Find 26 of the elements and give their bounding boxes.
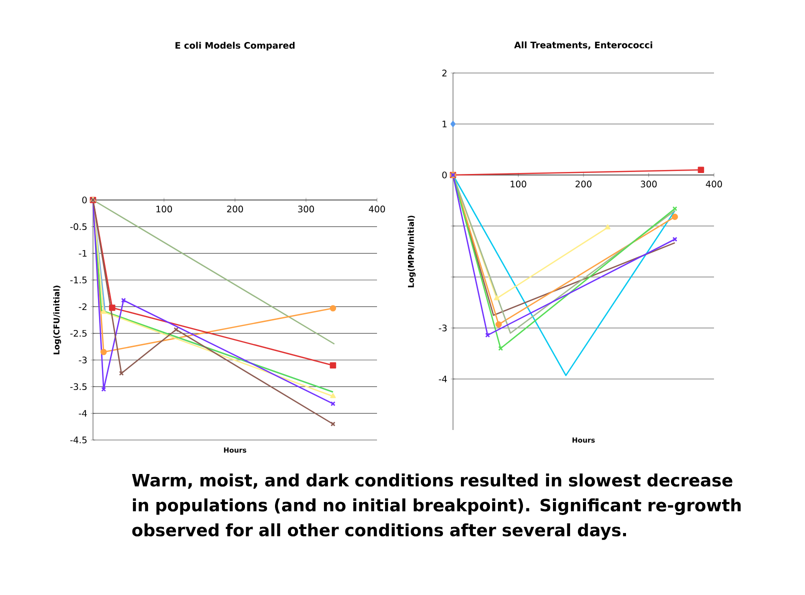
y-tick-label: 1 [442,120,447,128]
chart-title: All Treatments, Enterococci [514,41,652,50]
y-tick-label: -4 [78,410,87,417]
y-tick-label: -4 [438,376,447,382]
y-tick-label: -3 [78,356,87,364]
y-tick-label: -1.5 [70,276,87,284]
x-tick-label: 300 [640,180,657,188]
chart-title: E coli Models Compared [176,42,295,50]
y-tick-label: -2.5 [70,330,87,337]
text: Warm, moist, and dark conditions resulted in slowest decrease in populations (and no initial breakpoint). Significant re-growth observed for all other conditions after several days. [132,474,741,540]
x-tick-label: 300 [298,206,314,212]
x-tick-label: 400 [706,180,722,188]
y-tick-label: 0 [82,196,87,204]
y-tick-label: -0.5 [70,223,87,230]
y-tick-label: -3 [438,324,447,332]
y-tick-label: -1 [78,250,87,257]
y-tick-label: -3.5 [70,383,87,390]
y-tick-label: 2 [442,70,446,76]
x-tick-label: 200 [227,206,243,212]
y-tick-label: -4.5 [70,436,87,444]
x-tick-label: 200 [576,180,592,188]
x-tick-label: 100 [510,180,526,188]
y-tick-label: 0 [442,172,447,178]
x-tick-label: 100 [156,206,172,212]
x-tick-label: 400 [368,206,385,212]
y-tick-label: -2 [78,303,86,310]
